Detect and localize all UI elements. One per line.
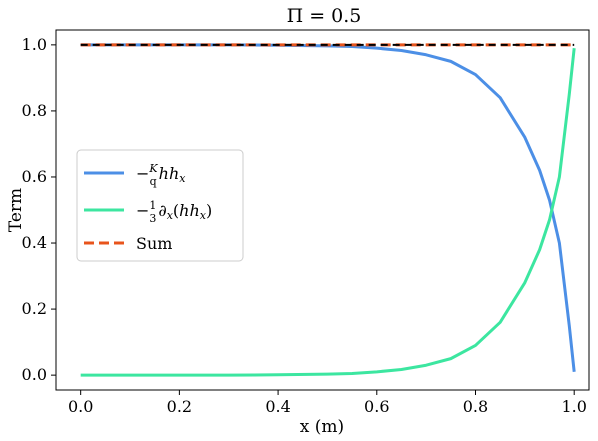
- y-axis-label: Term: [6, 188, 26, 232]
- x-tick-label: 0.6: [364, 397, 389, 416]
- y-tick-label: 0.8: [22, 101, 47, 120]
- y-tick-label: 0.6: [22, 167, 47, 186]
- axis-layer: 0.0 0.2 0.4 0.6 0.8 1.0 0.0 0.2 0.4 0.6 0.8 1.0: [22, 35, 587, 416]
- series-line-derivative-term: [80, 48, 576, 377]
- y-tick-label: 0.4: [22, 233, 47, 252]
- legend-label-sum: Sum: [136, 234, 172, 253]
- x-tick-label: 1.0: [561, 397, 586, 416]
- chart-title: Π = 0.5: [287, 5, 362, 27]
- x-tick-label: 0.4: [265, 397, 290, 416]
- series-layer: [80, 43, 576, 377]
- x-tick-label: 0.2: [167, 397, 192, 416]
- x-axis-label: x (m): [300, 417, 344, 437]
- plot-frame: [55, 29, 590, 391]
- legend-box: [76, 149, 244, 262]
- y-tick-label: 0.0: [22, 365, 47, 384]
- x-tick-label: 0.0: [68, 397, 93, 416]
- y-tick-label: 1.0: [22, 35, 47, 54]
- legend: −K q hhx −1 3 ∂x(hhx) Sum: [76, 149, 244, 262]
- x-tick-label: 0.8: [463, 397, 488, 416]
- y-tick-label: 0.2: [22, 299, 47, 318]
